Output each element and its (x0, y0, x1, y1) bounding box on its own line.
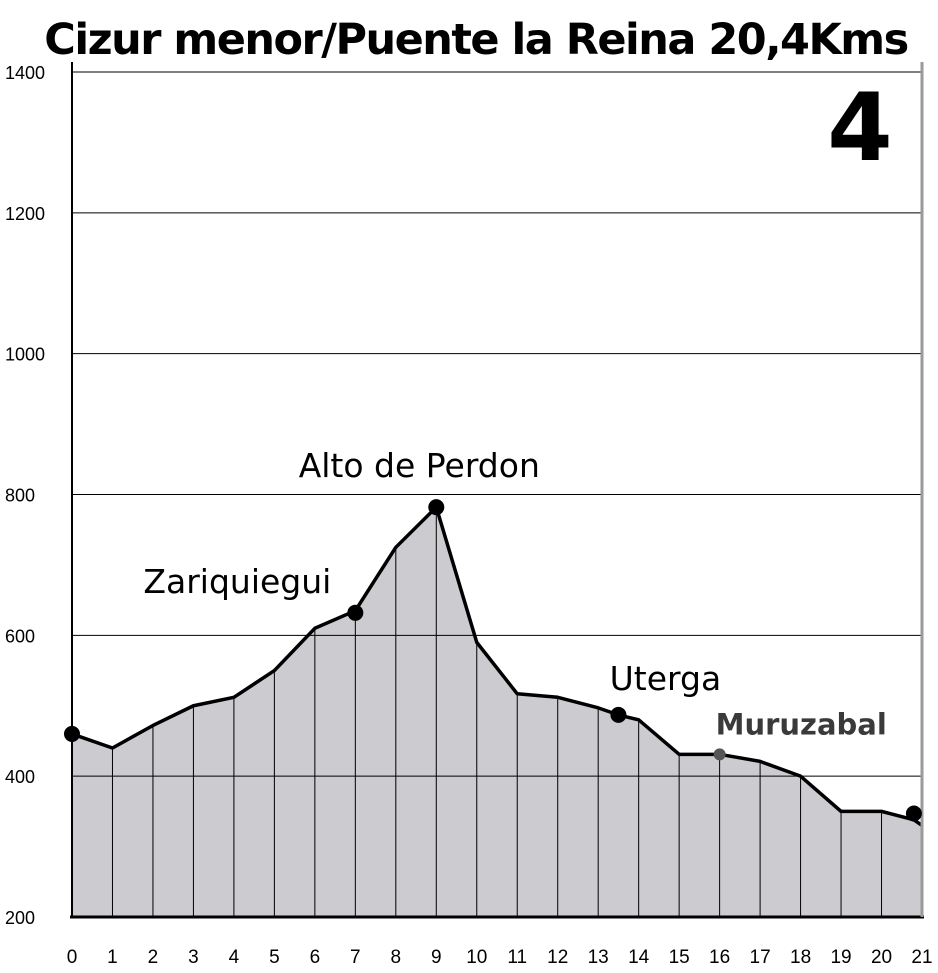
y-tick-label: 1400 (5, 63, 45, 83)
waypoint-label: Uterga (610, 659, 722, 698)
x-tick-label: 21 (911, 947, 932, 968)
x-tick-label: 0 (67, 947, 78, 968)
x-tick-label: 7 (350, 947, 361, 968)
x-tick-label: 20 (871, 947, 892, 968)
waypoint-label: Muruzabal (716, 707, 887, 741)
waypoint-marker (347, 604, 364, 621)
y-tick-label: 400 (5, 767, 35, 787)
chart-title: Cizur menor/Puente la Reina 20,4Kms (44, 15, 907, 65)
x-tick-label: 17 (750, 947, 771, 968)
waypoint-marker (428, 499, 445, 516)
x-tick-label: 10 (466, 947, 487, 968)
gridlines-layer (72, 71, 922, 777)
x-tick-label: 5 (269, 947, 280, 968)
x-tick-label: 19 (830, 947, 851, 968)
waypoint-label: Alto de Perdon (299, 446, 540, 485)
x-tick-label: 11 (507, 947, 527, 968)
waypoint-marker (905, 805, 922, 822)
x-tick-label: 6 (310, 947, 321, 968)
waypoint-marker (64, 725, 80, 742)
x-tick-label: 18 (790, 947, 811, 968)
x-tick-label: 9 (431, 947, 442, 968)
x-tick-label: 16 (709, 947, 730, 968)
x-tick-label: 3 (188, 947, 199, 968)
profile-line-layer (71, 505, 923, 827)
y-tick-label: 800 (5, 486, 35, 506)
markers-layer (64, 499, 922, 822)
waypoint-marker (713, 748, 726, 761)
profile-line (71, 505, 923, 827)
x-tick-label: 1 (107, 947, 118, 968)
waypoint-label: Zariquiegui (143, 562, 331, 601)
axes-layer (70, 62, 924, 919)
y-tick-label: 1200 (5, 204, 45, 224)
x-tick-label: 15 (669, 947, 690, 968)
labels-layer: Cizur menor/Puente la Reina 20,4Kms 4 20… (5, 15, 933, 968)
vertical-lines-layer (111, 507, 883, 917)
x-tick-label: 2 (148, 947, 159, 968)
profile-fill-layer (72, 507, 922, 917)
x-tick-label: 12 (547, 947, 568, 968)
x-tick-label: 13 (588, 947, 609, 968)
x-tick-label: 8 (391, 947, 402, 968)
y-tick-label: 600 (5, 626, 35, 646)
profile-area-fill (72, 507, 922, 917)
stage-number: 4 (827, 74, 892, 183)
x-tick-label: 4 (229, 947, 240, 968)
y-tick-label: 1000 (5, 345, 45, 365)
y-tick-label: 200 (5, 908, 35, 928)
x-tick-label: 14 (628, 947, 650, 968)
waypoint-marker (610, 706, 627, 723)
